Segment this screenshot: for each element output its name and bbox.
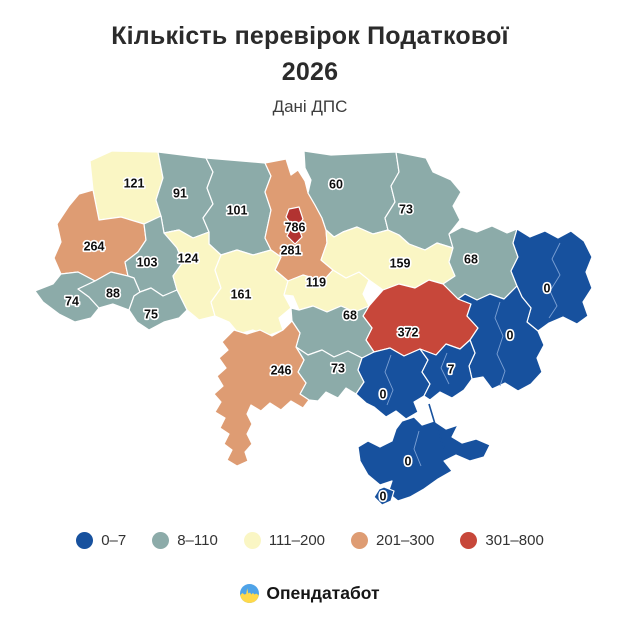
legend-dot-0	[76, 532, 94, 549]
region-label-ivano-frankivsk: 88	[106, 287, 120, 301]
page-title: Кількість перевірок Податкової 2026	[55, 18, 565, 90]
region-vinnytsia	[210, 249, 292, 337]
region-label-kyiv-city: 786	[285, 221, 306, 235]
region-label-zhytomyr: 101	[227, 204, 248, 218]
region-kirovohrad	[290, 305, 375, 359]
region-ivano-frankivsk	[77, 271, 141, 311]
region-chernivtsi	[128, 287, 188, 331]
region-kyiv-city	[285, 206, 304, 245]
legend-item-1: 8–110	[152, 532, 218, 549]
region-label-kirovohrad: 68	[343, 309, 357, 323]
region-label-cherkasy: 119	[306, 276, 326, 290]
legend-label-1: 8–110	[177, 532, 218, 549]
region-label-mykolaiv: 73	[331, 362, 345, 376]
region-crimea	[357, 416, 491, 502]
region-label-dnipropetrovsk: 372	[398, 326, 419, 340]
logo-yellow-skyline	[240, 588, 260, 603]
region-sevastopol	[373, 486, 395, 506]
raion-line-crimea	[413, 430, 422, 467]
region-label-kherson: 0	[380, 388, 387, 402]
region-label-rivne: 91	[173, 187, 187, 201]
region-label-lviv: 264	[84, 240, 105, 254]
region-label-zaporizhzhia: 7	[448, 363, 455, 377]
subtitle: Дані ДПС	[272, 97, 348, 116]
legend-dot-2	[243, 532, 261, 549]
legend-label-3: 201–300	[376, 532, 435, 549]
opendatabot-logo-icon	[240, 584, 260, 603]
region-label-odesa: 246	[271, 364, 292, 378]
footer: Опендатабот	[0, 583, 620, 604]
region-label-crimea: 0	[405, 455, 412, 469]
region-label-vinnytsia: 161	[231, 288, 252, 302]
region-luhansk	[510, 228, 593, 332]
title-line-1: Кількість перевірок Податкової	[111, 22, 509, 50]
legend: 0–7 8–110 111–200 201–300 301–800	[0, 532, 620, 549]
legend-label-2: 111–200	[268, 532, 325, 549]
legend-label-0: 0–7	[101, 532, 127, 549]
region-label-kharkiv: 68	[464, 253, 478, 267]
region-odesa	[213, 320, 310, 467]
region-label-sumy: 73	[399, 203, 413, 217]
region-label-sevastopol: 0	[380, 490, 387, 504]
region-label-luhansk: 0	[544, 282, 551, 296]
region-label-chernihiv: 60	[329, 178, 343, 192]
arabat-spit-line	[428, 403, 445, 449]
raion-line-donetsk	[494, 301, 506, 387]
region-mykolaiv	[295, 346, 365, 402]
raion-line-zaporizhzhia	[440, 352, 450, 385]
raion-line-luhansk	[548, 242, 561, 319]
region-kherson	[355, 347, 431, 420]
legend-item-0: 0–7	[76, 532, 126, 549]
region-label-ternopil: 103	[137, 256, 158, 270]
region-label-chernivtsi: 75	[144, 308, 158, 322]
legend-dot-1	[152, 532, 170, 549]
legend-dot-4	[460, 532, 478, 549]
brand-name: Опендатабот	[266, 583, 380, 603]
header: Кількість перевірок Податкової 2026 Дані …	[0, 18, 620, 117]
legend-item-3: 201–300	[351, 532, 434, 549]
region-label-zakarpattia: 74	[65, 295, 79, 309]
legend-item-2: 111–200	[243, 532, 325, 549]
raion-line-kherson	[384, 354, 394, 406]
region-zaporizhzhia	[419, 339, 476, 401]
legend-item-4: 301–800	[460, 532, 544, 549]
region-label-volyn: 121	[124, 177, 145, 191]
legend-label-4: 301–800	[485, 532, 544, 549]
region-label-poltava: 159	[390, 257, 411, 271]
region-label-donetsk: 0	[507, 329, 514, 343]
region-label-khmelnytskyi: 124	[178, 252, 199, 266]
title-line-2: 2026	[281, 58, 339, 86]
region-label-kyiv-oblast: 281	[281, 244, 302, 258]
legend-dot-3	[351, 532, 368, 549]
region-kharkiv	[442, 225, 519, 301]
